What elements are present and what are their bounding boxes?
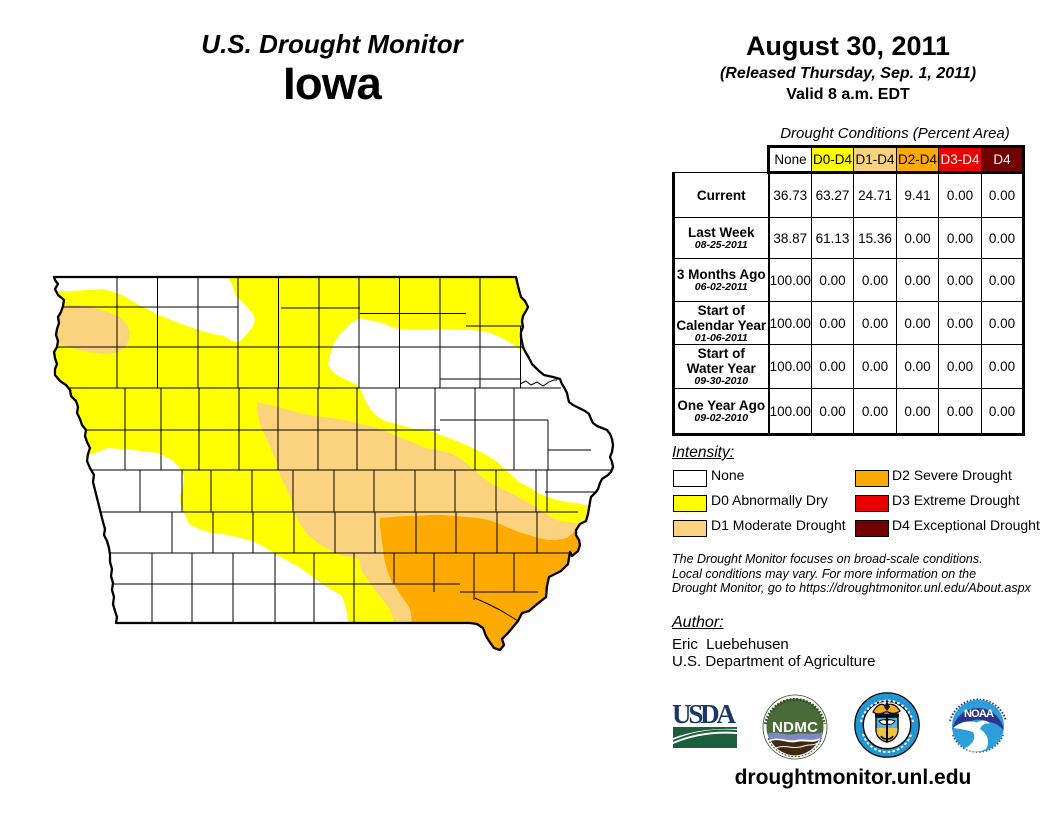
- svg-text:NOAA: NOAA: [964, 708, 994, 720]
- svg-text:USDA: USDA: [672, 702, 737, 729]
- svg-text:NDMC: NDMC: [772, 719, 818, 736]
